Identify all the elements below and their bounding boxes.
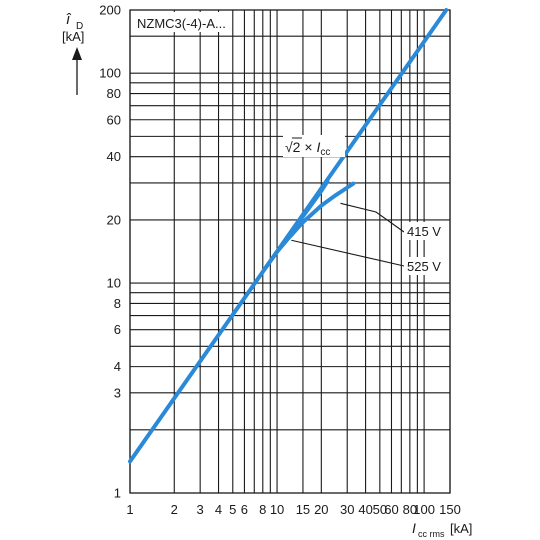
- x-axis-unit: [kA]: [450, 521, 472, 536]
- x-tick-label-100: 100: [413, 502, 435, 517]
- x-tick-label-10: 10: [270, 502, 284, 517]
- x-tick-label-30: 30: [340, 502, 354, 517]
- x-tick-label-6: 6: [241, 502, 248, 517]
- y-axis-arrow-icon: [72, 47, 82, 95]
- leader-line-415v: [340, 202, 405, 233]
- y-tick-labels: 1 3 4 6 8 10 20 40 60 80 100 200: [99, 3, 121, 501]
- y-tick-label-8: 8: [114, 296, 121, 311]
- x-tick-label-4: 4: [215, 502, 222, 517]
- y-tick-label-4: 4: [114, 359, 121, 374]
- annotation-525v: 525 V: [404, 257, 446, 275]
- x-tick-label-40: 40: [358, 502, 372, 517]
- y-tick-label-6: 6: [114, 322, 121, 337]
- x-tick-label-8: 8: [259, 502, 266, 517]
- y-axis-subscript: D: [76, 21, 83, 32]
- x-tick-label-3: 3: [197, 502, 204, 517]
- leader-layer: [291, 202, 405, 267]
- y-tick-label-60: 60: [107, 112, 121, 127]
- y-tick-label-80: 80: [107, 86, 121, 101]
- y-tick-label-100: 100: [99, 66, 121, 81]
- x-tick-label-2: 2: [171, 502, 178, 517]
- chart-title: NZMC3(-4)-A...: [137, 16, 226, 31]
- y-tick-label-10: 10: [107, 276, 121, 291]
- grid-layer: [129, 9, 451, 494]
- y-tick-label-20: 20: [107, 212, 121, 227]
- y-tick-label-3: 3: [114, 385, 121, 400]
- series-line-525-v: [263, 179, 330, 270]
- x-axis-label: I cc rms [kA]: [412, 520, 472, 539]
- leader-line-525v: [291, 239, 405, 267]
- x-tick-label-20: 20: [314, 502, 328, 517]
- x-tick-label-50: 50: [373, 502, 387, 517]
- label-415v: 415 V: [407, 224, 441, 239]
- annotation-525v-background: [404, 257, 446, 275]
- y-axis-label: î D [kA]: [62, 11, 84, 44]
- y-axis-unit: [kA]: [62, 29, 84, 44]
- x-tick-label-80: 80: [403, 502, 417, 517]
- annotation-415v: 415 V: [404, 222, 446, 240]
- y-tick-label-40: 40: [107, 149, 121, 164]
- series-layer: [128, 8, 449, 464]
- x-axis-subscript: cc rms: [418, 529, 445, 539]
- annotation-sqrt2-background: [283, 135, 345, 157]
- x-tick-label-1: 1: [126, 502, 133, 517]
- plot-frame: [129, 9, 451, 494]
- x-tick-label-150: 150: [439, 502, 461, 517]
- x-tick-label-60: 60: [384, 502, 398, 517]
- label-525v: 525 V: [407, 259, 441, 274]
- x-axis-symbol: I: [412, 520, 416, 536]
- title-background: [134, 12, 232, 32]
- x-tick-label-15: 15: [296, 502, 310, 517]
- annotation-415v-background: [404, 222, 446, 240]
- y-axis-symbol: î: [66, 11, 72, 28]
- y-tick-label-1: 1: [114, 486, 121, 501]
- y-tick-label-200: 200: [99, 3, 121, 18]
- label-sqrt2-icc: √2 × Icc: [285, 139, 330, 158]
- series-line-415-v: [263, 181, 356, 270]
- annotation-sqrt2-icc: √2 × Icc: [283, 135, 345, 158]
- x-tick-label-5: 5: [229, 502, 236, 517]
